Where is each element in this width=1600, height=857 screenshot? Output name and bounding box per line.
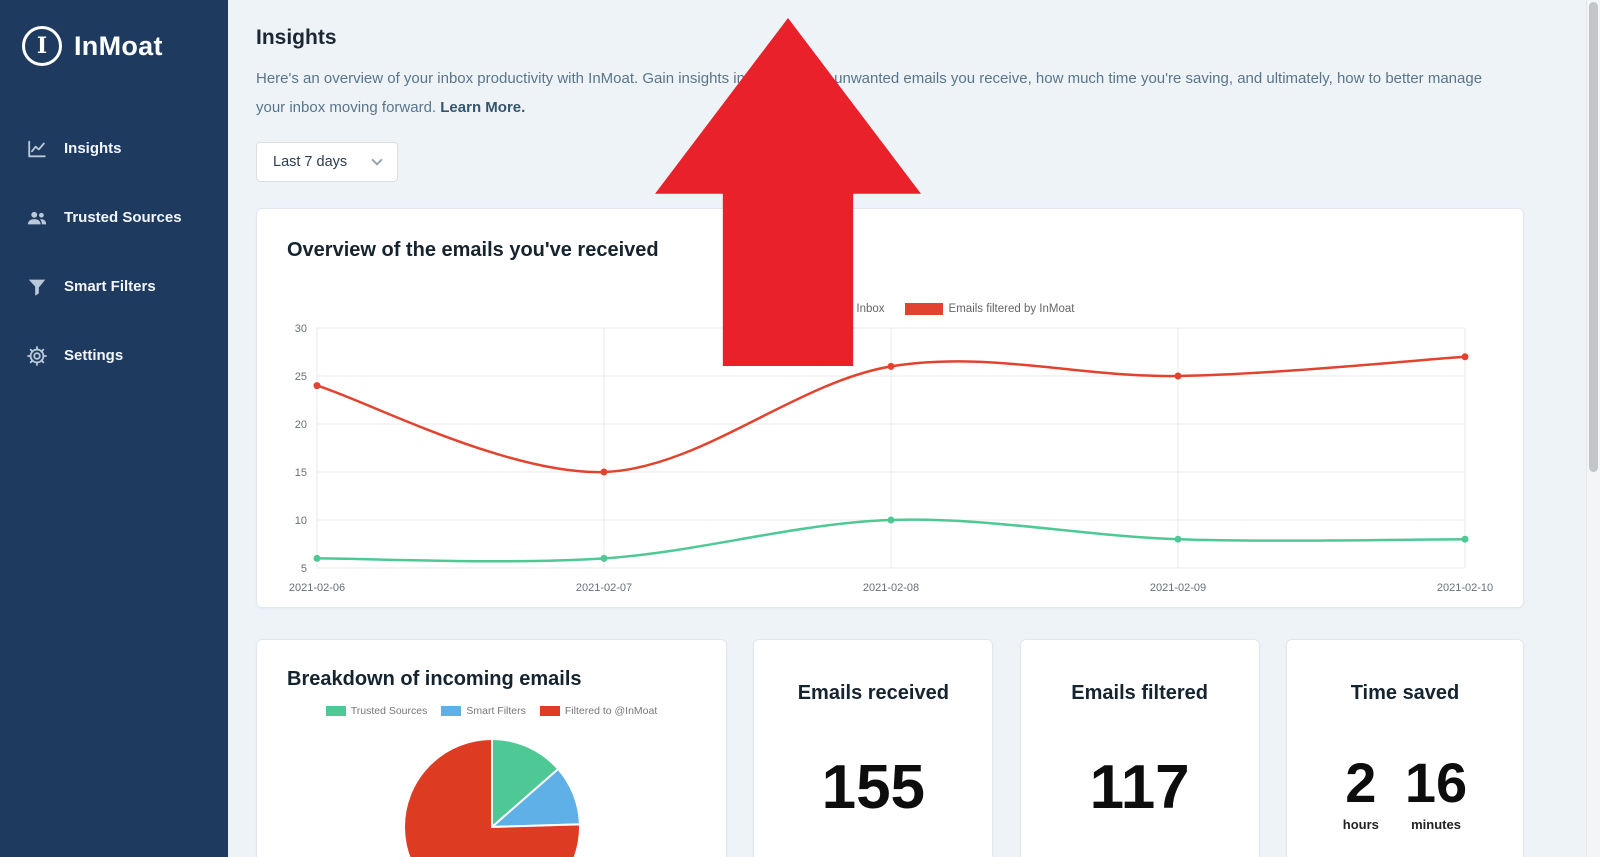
x-tick-label: 2021-02-08 bbox=[863, 582, 919, 594]
sidebar-item-insights[interactable]: Insights bbox=[0, 114, 228, 183]
legend-item-filtered[interactable]: Emails filtered by InMoat bbox=[904, 303, 1075, 315]
date-range-value: Last 7 days bbox=[273, 154, 348, 170]
data-point bbox=[887, 516, 895, 524]
legend-swatch bbox=[441, 706, 462, 716]
x-tick-label: 2021-02-06 bbox=[289, 582, 345, 594]
legend-item-smart-filters[interactable]: Smart Filters bbox=[441, 705, 526, 717]
minutes-unit: minutes bbox=[1411, 817, 1461, 832]
data-point bbox=[1174, 535, 1182, 543]
time-saved-values: 2 hours 16 minutes bbox=[1287, 751, 1523, 833]
overview-chart-card: Overview of the emails you've received E… bbox=[256, 208, 1524, 608]
sidebar: I InMoat Insights Trusted Sources Smart … bbox=[0, 0, 228, 857]
emails-filtered-value: 117 bbox=[1089, 753, 1190, 822]
emails-received-value: 155 bbox=[821, 753, 926, 822]
brand: I InMoat bbox=[0, 0, 228, 92]
stat-title: Emails received bbox=[797, 682, 949, 704]
pie-chart-legend: Trusted Sources Smart Filters Filtered t… bbox=[257, 705, 726, 717]
legend-swatch bbox=[539, 706, 560, 716]
y-tick-label: 5 bbox=[301, 563, 307, 575]
scrollbar-thumb[interactable] bbox=[1589, 2, 1598, 472]
legend-label: Filtered to @InMoat bbox=[564, 705, 658, 717]
breakdown-title: Breakdown of incoming emails bbox=[287, 668, 582, 690]
legend-swatch bbox=[904, 303, 943, 315]
users-icon bbox=[26, 207, 48, 229]
chart-line-icon bbox=[26, 138, 48, 160]
sidebar-item-trusted-sources[interactable]: Trusted Sources bbox=[0, 183, 228, 252]
sidebar-item-label: Trusted Sources bbox=[64, 209, 182, 226]
emails-received-card: Emails received 155 bbox=[753, 639, 994, 857]
legend-swatch bbox=[325, 706, 346, 716]
time-hours: 2 hours bbox=[1342, 751, 1379, 833]
stat-title: Time saved bbox=[1350, 682, 1460, 704]
y-tick-label: 15 bbox=[295, 467, 307, 479]
y-tick-label: 10 bbox=[295, 515, 307, 527]
sidebar-item-settings[interactable]: Settings bbox=[0, 321, 228, 390]
chevron-down-icon bbox=[371, 154, 383, 166]
brand-name: InMoat bbox=[74, 30, 163, 61]
data-point bbox=[887, 362, 895, 370]
sidebar-item-label: Insights bbox=[64, 140, 122, 157]
breakdown-card: Breakdown of incoming emails Trusted Sou… bbox=[256, 639, 727, 857]
pie-slice bbox=[402, 737, 581, 857]
legend-item-filtered-inmoat[interactable]: Filtered to @InMoat bbox=[539, 705, 658, 717]
data-point bbox=[1174, 372, 1182, 380]
legend-item-trusted-sources[interactable]: Trusted Sources bbox=[325, 705, 428, 717]
learn-more-link[interactable]: Learn More. bbox=[440, 99, 526, 116]
stat-title: Emails filtered bbox=[1071, 682, 1209, 704]
x-tick-label: 2021-02-07 bbox=[576, 582, 632, 594]
time-minutes: 16 minutes bbox=[1404, 751, 1468, 833]
hours-unit: hours bbox=[1342, 817, 1379, 832]
legend-label: Smart Filters bbox=[466, 705, 526, 717]
filter-icon bbox=[26, 276, 48, 298]
x-tick-label: 2021-02-10 bbox=[1437, 582, 1493, 594]
data-point bbox=[1461, 535, 1469, 543]
page-title: Insights bbox=[256, 26, 337, 49]
sidebar-item-smart-filters[interactable]: Smart Filters bbox=[0, 252, 228, 321]
x-tick-label: 2021-02-09 bbox=[1150, 582, 1206, 594]
hours-value: 2 bbox=[1345, 751, 1377, 814]
description-text: Here's an overview of your inbox product… bbox=[256, 70, 1483, 116]
legend-label: Trusted Sources bbox=[350, 705, 428, 717]
pie-slice bbox=[490, 737, 560, 830]
data-point bbox=[313, 382, 321, 390]
data-point bbox=[313, 554, 321, 562]
summary-cards-row: Breakdown of incoming emails Trusted Sou… bbox=[256, 639, 1524, 857]
y-tick-label: 20 bbox=[295, 419, 307, 431]
sidebar-item-label: Settings bbox=[64, 347, 124, 364]
sidebar-nav: Insights Trusted Sources Smart Filters S… bbox=[0, 114, 228, 390]
line-chart: 5 10 15 20 25 30 2021-02-06 2021-02-07 2021-02-0… bbox=[289, 323, 1493, 594]
inmoat-logo-icon: I bbox=[22, 26, 62, 66]
data-point bbox=[600, 554, 608, 562]
vertical-scrollbar[interactable] bbox=[1586, 0, 1600, 857]
sidebar-item-label: Smart Filters bbox=[64, 278, 156, 295]
y-tick-label: 30 bbox=[295, 323, 307, 335]
time-saved-card: Time saved 2 hours 16 minutes bbox=[1285, 639, 1524, 857]
pie-chart bbox=[402, 737, 581, 857]
legend-label: Emails filtered by InMoat bbox=[948, 303, 1075, 315]
overview-chart-title: Overview of the emails you've received bbox=[287, 239, 659, 261]
gear-icon bbox=[26, 345, 48, 367]
y-tick-label: 25 bbox=[295, 371, 307, 383]
minutes-value: 16 bbox=[1404, 751, 1468, 814]
page-description: Here's an overview of your inbox product… bbox=[256, 64, 1486, 122]
emails-filtered-card: Emails filtered 117 bbox=[1019, 639, 1260, 857]
date-range-dropdown[interactable]: Last 7 days bbox=[256, 142, 399, 182]
data-point bbox=[1461, 353, 1469, 361]
data-point bbox=[600, 468, 608, 476]
main-content: Insights Here's an overview of your inbo… bbox=[228, 0, 1600, 857]
